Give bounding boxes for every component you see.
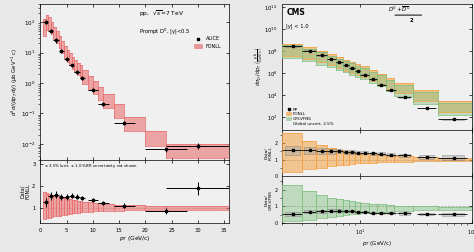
FancyBboxPatch shape bbox=[328, 149, 335, 154]
FancyBboxPatch shape bbox=[419, 212, 435, 215]
FancyBboxPatch shape bbox=[304, 147, 315, 154]
Text: |y| < 1.0: |y| < 1.0 bbox=[286, 24, 309, 29]
X-axis label: $p_T$ (GeV/c): $p_T$ (GeV/c) bbox=[119, 234, 151, 243]
Text: $D^0 + \overline{D}^0$: $D^0 + \overline{D}^0$ bbox=[389, 5, 411, 14]
FancyBboxPatch shape bbox=[304, 210, 315, 213]
FancyBboxPatch shape bbox=[350, 210, 355, 212]
FancyBboxPatch shape bbox=[328, 209, 335, 212]
FancyBboxPatch shape bbox=[350, 150, 355, 154]
Legend: ALICE, FONLL: ALICE, FONLL bbox=[192, 34, 223, 51]
FancyBboxPatch shape bbox=[285, 212, 301, 215]
FancyBboxPatch shape bbox=[350, 68, 355, 69]
FancyBboxPatch shape bbox=[387, 90, 395, 91]
FancyBboxPatch shape bbox=[344, 210, 349, 212]
FancyBboxPatch shape bbox=[370, 211, 376, 213]
Text: pp,  $\sqrt{s}$=7 TeV: pp, $\sqrt{s}$=7 TeV bbox=[139, 9, 184, 19]
Y-axis label: Data/
GM-VFNS: Data/ GM-VFNS bbox=[264, 190, 273, 210]
Text: 2: 2 bbox=[409, 18, 413, 23]
FancyBboxPatch shape bbox=[344, 150, 349, 154]
FancyBboxPatch shape bbox=[356, 70, 360, 71]
Text: Prompt D$^0$, |y|<0.5: Prompt D$^0$, |y|<0.5 bbox=[139, 27, 190, 38]
Y-axis label: $d\sigma_{D^0}/dp_T$ $\left(\frac{\mathrm{pb}}{\mathrm{GeV}/c}\right)$: $d\sigma_{D^0}/dp_T$ $\left(\frac{\mathr… bbox=[252, 47, 264, 86]
FancyBboxPatch shape bbox=[399, 212, 410, 214]
Y-axis label: Data/
FONLL: Data/ FONLL bbox=[20, 183, 31, 199]
FancyBboxPatch shape bbox=[370, 152, 376, 155]
FancyBboxPatch shape bbox=[378, 84, 385, 85]
FancyBboxPatch shape bbox=[337, 62, 342, 63]
Legend: pp, FONLL, GM-VFNS, Global uncert. 2.5%: pp, FONLL, GM-VFNS, Global uncert. 2.5% bbox=[284, 106, 335, 128]
FancyBboxPatch shape bbox=[356, 211, 360, 213]
FancyBboxPatch shape bbox=[378, 212, 385, 214]
FancyBboxPatch shape bbox=[442, 119, 465, 120]
FancyBboxPatch shape bbox=[442, 155, 465, 161]
FancyBboxPatch shape bbox=[442, 213, 465, 216]
FancyBboxPatch shape bbox=[361, 211, 368, 213]
FancyBboxPatch shape bbox=[387, 153, 395, 156]
FancyBboxPatch shape bbox=[337, 209, 342, 212]
FancyBboxPatch shape bbox=[356, 151, 360, 154]
FancyBboxPatch shape bbox=[344, 65, 349, 66]
FancyBboxPatch shape bbox=[285, 46, 301, 47]
FancyBboxPatch shape bbox=[361, 151, 368, 154]
FancyBboxPatch shape bbox=[337, 149, 342, 153]
FancyBboxPatch shape bbox=[317, 148, 326, 154]
FancyBboxPatch shape bbox=[419, 108, 435, 109]
FancyBboxPatch shape bbox=[328, 58, 335, 59]
Y-axis label: Data/
FONLL: Data/ FONLL bbox=[264, 146, 273, 160]
FancyBboxPatch shape bbox=[399, 154, 410, 157]
Y-axis label: $d^2\sigma/(dp_T\,dy)$ ($\mu$b GeV$^{-1}$ c): $d^2\sigma/(dp_T\,dy)$ ($\mu$b GeV$^{-1}… bbox=[9, 47, 19, 116]
FancyBboxPatch shape bbox=[370, 79, 376, 80]
FancyBboxPatch shape bbox=[387, 212, 395, 214]
Text: CMS: CMS bbox=[286, 8, 305, 17]
FancyBboxPatch shape bbox=[304, 50, 315, 51]
FancyBboxPatch shape bbox=[361, 74, 368, 75]
FancyBboxPatch shape bbox=[317, 209, 326, 212]
FancyBboxPatch shape bbox=[419, 155, 435, 159]
FancyBboxPatch shape bbox=[378, 152, 385, 155]
FancyBboxPatch shape bbox=[399, 97, 410, 98]
Text: $\pm$ 3.5% lumi, $\pm$ 1.0% BR uncertainty not shown: $\pm$ 3.5% lumi, $\pm$ 1.0% BR uncertain… bbox=[44, 162, 138, 170]
X-axis label: $p_T$ (GeV/c): $p_T$ (GeV/c) bbox=[362, 239, 392, 247]
FancyBboxPatch shape bbox=[285, 146, 301, 155]
